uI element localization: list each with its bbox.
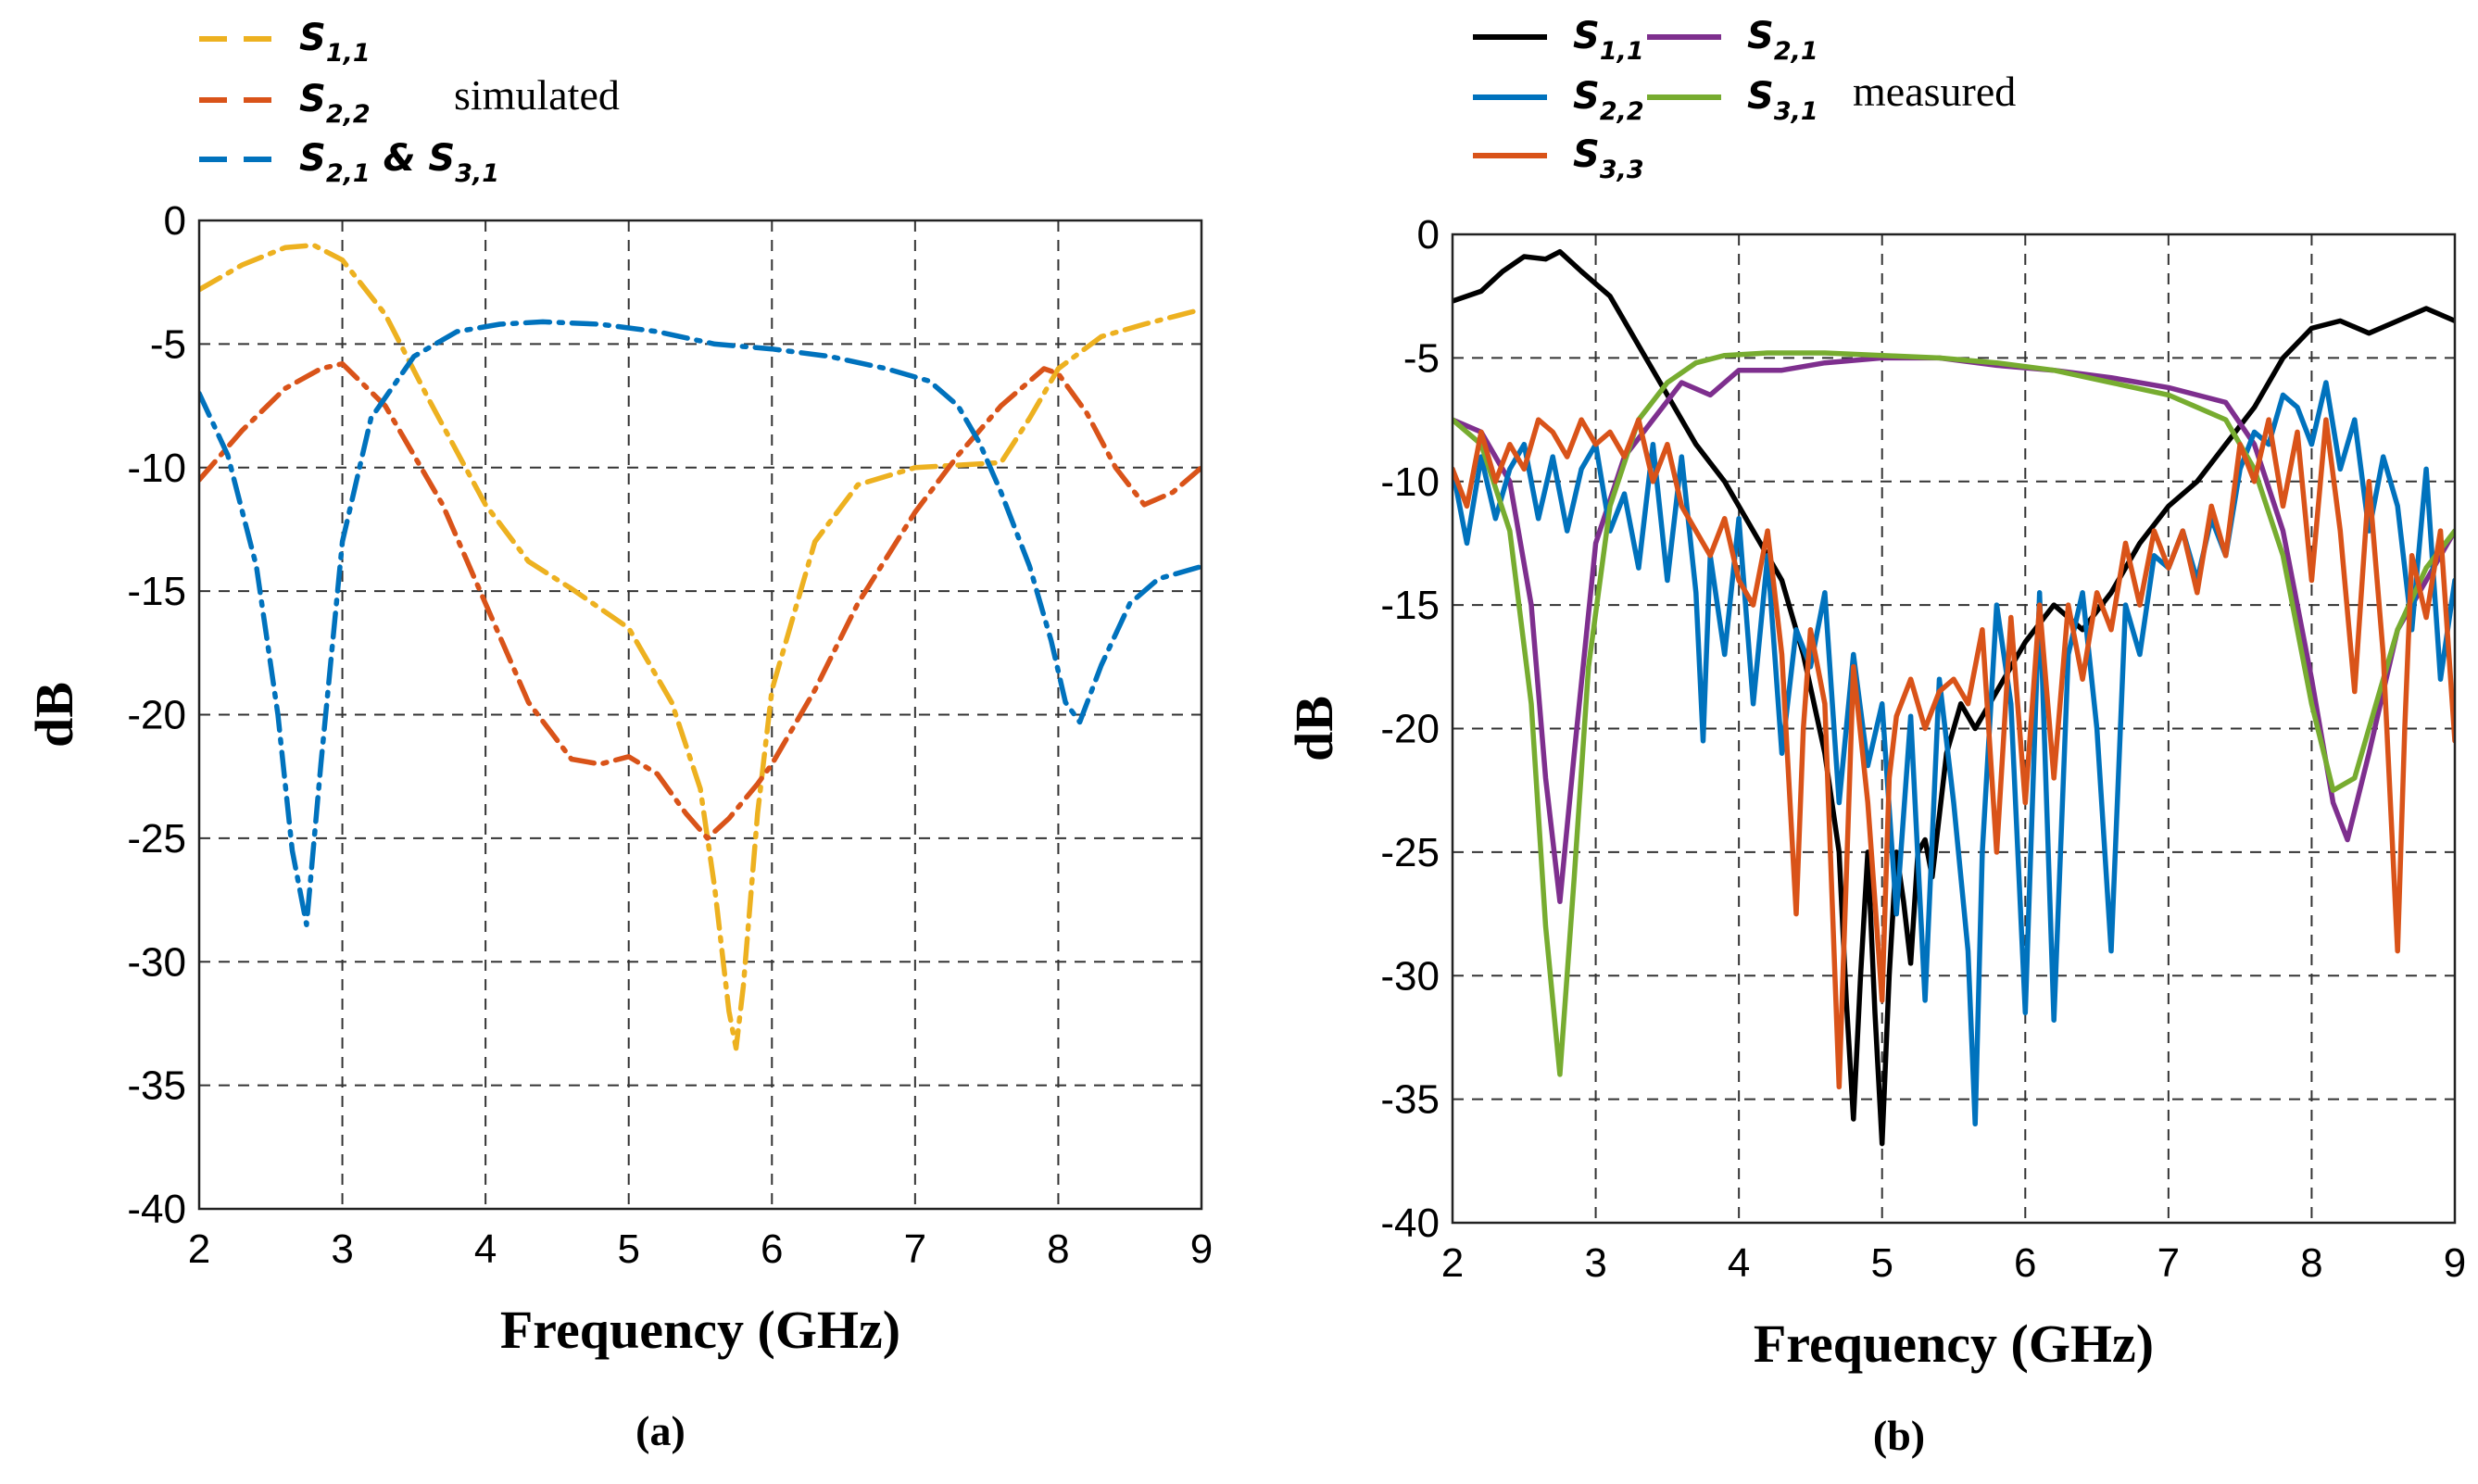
legend-label: S3,3 <box>1573 133 1644 184</box>
series-line-s1-1 <box>199 242 1201 1051</box>
x-tick-label: 3 <box>1584 1240 1606 1286</box>
x-tick-label: 7 <box>904 1226 926 1272</box>
y-tick-label: 0 <box>1417 212 1440 258</box>
x-tick-label: 4 <box>1728 1240 1750 1286</box>
legend-label: S2,1 <box>1747 15 1818 66</box>
legend: S1,1 S2,2 S3,3 S2,1 S3,1 measured <box>1473 15 2016 184</box>
y-tick-label: -35 <box>127 1063 186 1109</box>
x-axis-label: Frequency (GHz) <box>500 1300 900 1360</box>
legend-note: measured <box>1853 68 2016 115</box>
x-tick-label: 6 <box>761 1226 783 1272</box>
y-tick-label: -10 <box>1380 459 1440 505</box>
legend-label: S2,2 <box>1573 75 1644 126</box>
y-tick-label: -5 <box>1403 335 1440 381</box>
y-tick-label: -30 <box>127 939 186 985</box>
legend: S1,1 S2,2 S2,1 & S3,1 simulated <box>199 17 620 188</box>
panel-caption: (b) <box>1873 1412 1925 1459</box>
y-tick-label: -20 <box>1380 707 1440 752</box>
x-tick-label: 8 <box>2300 1240 2322 1286</box>
y-tick-label: 0 <box>164 198 186 244</box>
series-line-s2-1-s3-1 <box>199 319 1201 927</box>
legend-note: simulated <box>454 71 620 119</box>
x-tick-label: 5 <box>1870 1240 1893 1286</box>
legend-label: S1,1 <box>299 17 371 68</box>
y-tick-label: -15 <box>127 569 186 614</box>
x-tick-label: 7 <box>2157 1240 2180 1286</box>
y-tick-label: -40 <box>1380 1201 1440 1246</box>
y-tick-label: -35 <box>1380 1077 1440 1123</box>
y-axis-label: dB <box>1284 696 1344 761</box>
series-line-s3-1 <box>1453 350 2455 1077</box>
x-tick-label: 6 <box>2014 1240 2036 1286</box>
x-axis-label: Frequency (GHz) <box>1754 1314 2154 1374</box>
legend-label: S3,1 <box>1747 75 1818 126</box>
x-tick-label: 3 <box>331 1226 353 1272</box>
x-tick-label: 9 <box>2444 1240 2466 1286</box>
series-line-s3-3 <box>1453 417 2455 1090</box>
y-tick-label: -20 <box>127 693 186 738</box>
series-line-s2-2 <box>1453 380 2455 1127</box>
y-tick-label: -25 <box>127 816 186 861</box>
series-line-s1-1 <box>1453 248 2455 1147</box>
series-line-s2-2 <box>199 360 1201 841</box>
y-tick-label: -30 <box>1380 953 1440 999</box>
x-tick-label: 4 <box>474 1226 497 1272</box>
plot-frame <box>1451 233 2457 1225</box>
y-tick-label: -40 <box>127 1187 186 1232</box>
legend-label: S2,2 <box>299 78 371 129</box>
legend-label: S1,1 <box>1573 15 1644 66</box>
y-axis-label: dB <box>24 682 84 748</box>
panel-caption: (a) <box>635 1407 686 1454</box>
y-tick-label: -5 <box>150 321 186 367</box>
legend-label: S2,1 & S3,1 <box>299 137 499 188</box>
y-tick-label: -25 <box>1380 830 1440 875</box>
x-tick-label: 5 <box>617 1226 639 1272</box>
x-tick-label: 8 <box>1047 1226 1069 1272</box>
panel-a: 2 3 4 5 6 7 8 9 0 -5 -10 -15 -20 -25 -30 -35 -40 Frequenc… <box>24 17 1213 1454</box>
x-tick-label: 2 <box>1441 1240 1464 1286</box>
y-tick-label: -10 <box>127 446 186 491</box>
panel-b: 2 3 4 5 6 7 8 9 0 -5 -10 -15 -20 -25 -30 -35 -40 Frequenc… <box>1284 15 2466 1459</box>
y-tick-label: -15 <box>1380 583 1440 628</box>
x-tick-label: 2 <box>188 1226 210 1272</box>
plot-frame <box>197 219 1203 1211</box>
x-tick-label: 9 <box>1190 1226 1213 1272</box>
